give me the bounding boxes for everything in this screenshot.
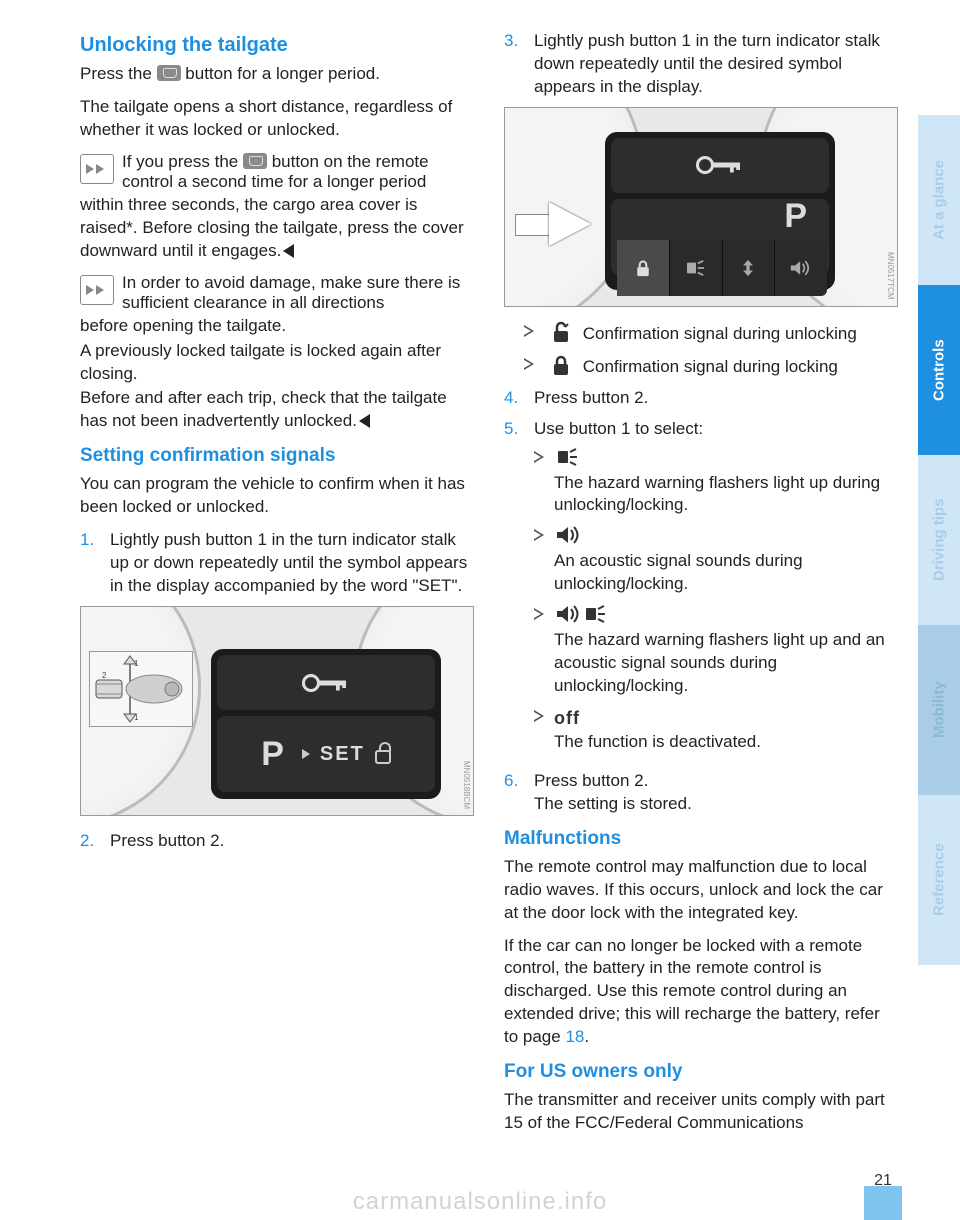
figure-set-display: 1 1 2 P SET: [80, 606, 474, 816]
option-flash: [670, 240, 723, 296]
para-malfunction-1: The remote control may malfunction due t…: [504, 856, 898, 925]
triangle-bullet-icon: [534, 710, 544, 722]
tip1-cont: within three seconds, the cargo area cov…: [80, 194, 474, 263]
display-panel: P SET: [211, 649, 441, 799]
opt-both: The hazard warning flashers light up and…: [534, 604, 898, 698]
step-1: 1. Lightly push button 1 in the turn ind…: [80, 529, 474, 598]
stalk-diagram: 1 1 2: [89, 651, 193, 727]
step-num: 5.: [504, 418, 524, 762]
right-column: 3. Lightly push button 1 in the turn ind…: [504, 30, 898, 1220]
tab-controls[interactable]: Controls: [918, 285, 960, 455]
tip2-cont3: Before and after each trip, check that t…: [80, 387, 474, 433]
tip-block-2: In order to avoid damage, make sure ther…: [80, 273, 474, 313]
p-indicator: P: [784, 197, 807, 236]
page-root: Unlocking the tailgate Press the button …: [0, 0, 960, 1220]
para-tailgate-opens: The tailgate opens a short distance, reg…: [80, 96, 474, 142]
triangle-bullet-icon: [534, 608, 544, 620]
heading-unlocking-tailgate: Unlocking the tailgate: [80, 34, 474, 57]
hazard-flash-icon: [556, 447, 580, 467]
step-num: 6.: [504, 770, 524, 816]
triangle-bullet-icon: [534, 529, 544, 541]
opt-off: off The function is deactivated.: [534, 706, 898, 754]
step-5: 5. Use button 1 to select: The hazard wa…: [504, 418, 898, 762]
opt-sound: An acoustic signal sounds during unlocki…: [534, 525, 898, 596]
tip2-cont1: before opening the tailgate.: [80, 315, 474, 338]
lock-icon: [375, 750, 391, 764]
tailgate-button-icon: [243, 153, 267, 169]
triangle-bullet-icon: [524, 325, 534, 337]
tab-driving-tips[interactable]: Driving tips: [918, 455, 960, 625]
off-label: off: [554, 708, 580, 728]
step-2: 2. Press button 2.: [80, 830, 474, 853]
figure-select-display: P: [504, 107, 898, 307]
left-column: Unlocking the tailgate Press the button …: [80, 30, 474, 1220]
conf-item-lock: Confirmation signal during locking: [524, 354, 898, 379]
step-3: 3. Lightly push button 1 in the turn ind…: [504, 30, 898, 99]
para-fcc: The transmitter and receiver units compl…: [504, 1089, 898, 1135]
tip-icon: [80, 275, 114, 305]
step-num: 1.: [80, 529, 100, 598]
conf-item-unlock: Confirmation signal during unlocking: [524, 321, 898, 346]
para-malfunction-2: If the car can no longer be locked with …: [504, 935, 898, 1050]
step-num: 3.: [504, 30, 524, 99]
para-press-button: Press the button for a longer period.: [80, 63, 474, 86]
tip2-cont2: A previously locked tailgate is locked a…: [80, 340, 474, 386]
tab-mobility[interactable]: Mobility: [918, 625, 960, 795]
arrow-icon: [549, 202, 591, 246]
p-indicator: P: [261, 735, 284, 774]
arrow-icon: [515, 214, 553, 236]
tip-block-1: If you press the button on the remote co…: [80, 152, 474, 192]
steps-list-left-2: 2. Press button 2.: [80, 830, 474, 853]
lock-closed-icon: [548, 354, 574, 376]
triangle-bullet-icon: [534, 451, 544, 463]
step-4: 4. Press button 2.: [504, 387, 898, 410]
end-mark-icon: [283, 244, 294, 258]
tab-reference[interactable]: Reference: [918, 795, 960, 965]
heading-us-owners: For US owners only: [504, 1061, 898, 1083]
lock-open-icon: [548, 321, 574, 343]
triangle-bullet-icon: [524, 358, 534, 370]
heading-malfunctions: Malfunctions: [504, 828, 898, 850]
confirmation-list: Confirmation signal during unlocking Con…: [504, 321, 898, 379]
tab-at-a-glance[interactable]: At a glance: [918, 115, 960, 285]
set-label: SET: [320, 743, 365, 766]
option-updown: [723, 240, 776, 296]
steps-list-right-2: 4. Press button 2. 5. Use button 1 to se…: [504, 387, 898, 816]
opt-flash: The hazard warning flashers light up dur…: [534, 447, 898, 518]
acoustic-icon: [556, 525, 582, 545]
page-link-18[interactable]: 18: [565, 1027, 584, 1046]
tailgate-button-icon: [157, 65, 181, 81]
para-program-vehicle: You can program the vehicle to confirm w…: [80, 473, 474, 519]
svg-text:1: 1: [134, 659, 139, 668]
end-mark-icon: [359, 414, 370, 428]
options-strip: [617, 240, 827, 296]
chevron-right-icon: [302, 749, 310, 759]
step-num: 4.: [504, 387, 524, 410]
step-6: 6. Press button 2. The setting is stored…: [504, 770, 898, 816]
svg-text:2: 2: [102, 671, 107, 680]
acoustic-flash-icon: [556, 604, 608, 624]
side-tabs: At a glance Controls Driving tips Mobili…: [918, 0, 960, 1220]
option-sound: [775, 240, 827, 296]
heading-confirmation-signals: Setting confirmation signals: [80, 445, 474, 467]
select-options: The hazard warning flashers light up dur…: [534, 447, 898, 754]
svg-text:1: 1: [134, 713, 139, 722]
option-lock: [617, 240, 670, 296]
figure-code: MN0518BCM: [462, 761, 471, 809]
content-area: Unlocking the tailgate Press the button …: [0, 0, 918, 1220]
step-num: 2.: [80, 830, 100, 853]
tip-icon: [80, 154, 114, 184]
steps-list-left: 1. Lightly push button 1 in the turn ind…: [80, 529, 474, 598]
steps-list-right: 3. Lightly push button 1 in the turn ind…: [504, 30, 898, 99]
figure-code: MN0517TCM: [886, 252, 895, 300]
watermark: carmanualsonline.info: [0, 1188, 960, 1216]
